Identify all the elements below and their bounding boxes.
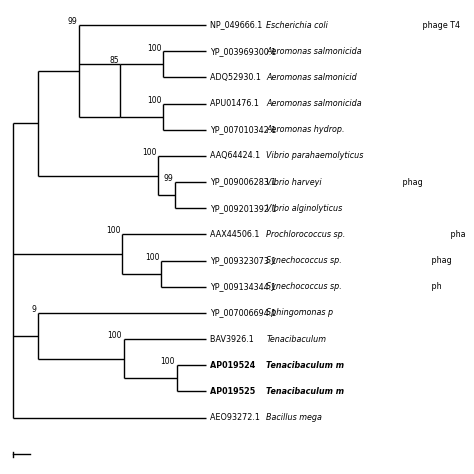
Text: ph: ph (429, 282, 442, 291)
Text: Aeromonas hydrop.: Aeromonas hydrop. (266, 125, 345, 134)
Text: phag: phag (401, 178, 423, 187)
Text: Tenacibaculum m: Tenacibaculum m (266, 387, 345, 396)
Text: Vibrio harveyi: Vibrio harveyi (266, 178, 322, 187)
Text: 99: 99 (164, 174, 173, 183)
Text: 100: 100 (142, 148, 156, 157)
Text: Tenacibaculum: Tenacibaculum (266, 335, 327, 344)
Text: Sphingomonas p: Sphingomonas p (266, 309, 334, 318)
Text: Aeromonas salmonicida: Aeromonas salmonicida (266, 99, 362, 108)
Text: 100: 100 (106, 227, 120, 236)
Text: YP_009201392.1: YP_009201392.1 (210, 204, 279, 213)
Text: Escherichia coli: Escherichia coli (266, 20, 328, 29)
Text: Synechococcus sp.: Synechococcus sp. (266, 256, 342, 265)
Text: Tenacibaculum m: Tenacibaculum m (266, 361, 345, 370)
Text: 100: 100 (147, 44, 162, 53)
Text: phage T4: phage T4 (419, 20, 459, 29)
Text: YP_009323073.1: YP_009323073.1 (210, 256, 279, 265)
Text: YP_007010342.1: YP_007010342.1 (210, 125, 279, 134)
Text: YP_007006694.1: YP_007006694.1 (210, 309, 279, 318)
Text: AEO93272.1: AEO93272.1 (210, 413, 262, 422)
Text: ADQ52930.1: ADQ52930.1 (210, 73, 264, 82)
Text: BAV3926.1: BAV3926.1 (210, 335, 256, 344)
Text: Aeromonas salmonicida: Aeromonas salmonicida (266, 47, 362, 56)
Text: pha: pha (448, 230, 466, 239)
Text: Aeromonas salmonicid: Aeromonas salmonicid (266, 73, 357, 82)
Text: YP_003969300.1: YP_003969300.1 (210, 47, 279, 56)
Text: 100: 100 (147, 96, 162, 105)
Text: 9: 9 (32, 305, 36, 314)
Text: Prochlorococcus sp.: Prochlorococcus sp. (266, 230, 346, 239)
Text: AP019525: AP019525 (210, 387, 258, 396)
Text: 99: 99 (68, 17, 78, 26)
Text: phag: phag (429, 256, 452, 265)
Text: YP_009134344.1: YP_009134344.1 (210, 282, 279, 291)
Text: 100: 100 (108, 331, 122, 340)
Text: AP019524: AP019524 (210, 361, 258, 370)
Text: Vibrio alginolyticus: Vibrio alginolyticus (266, 204, 343, 213)
Text: Bacillus mega: Bacillus mega (266, 413, 322, 422)
Text: 100: 100 (145, 253, 160, 262)
Text: 100: 100 (161, 357, 175, 366)
Text: AAQ64424.1: AAQ64424.1 (210, 151, 263, 160)
Text: Vibrio parahaemolyticus: Vibrio parahaemolyticus (266, 151, 364, 160)
Text: NP_049666.1: NP_049666.1 (210, 20, 264, 29)
Text: 85: 85 (109, 56, 118, 65)
Text: APU01476.1: APU01476.1 (210, 99, 261, 108)
Text: YP_009006283.1: YP_009006283.1 (210, 178, 279, 187)
Text: AAX44506.1: AAX44506.1 (210, 230, 262, 239)
Text: Synechococcus sp.: Synechococcus sp. (266, 282, 342, 291)
